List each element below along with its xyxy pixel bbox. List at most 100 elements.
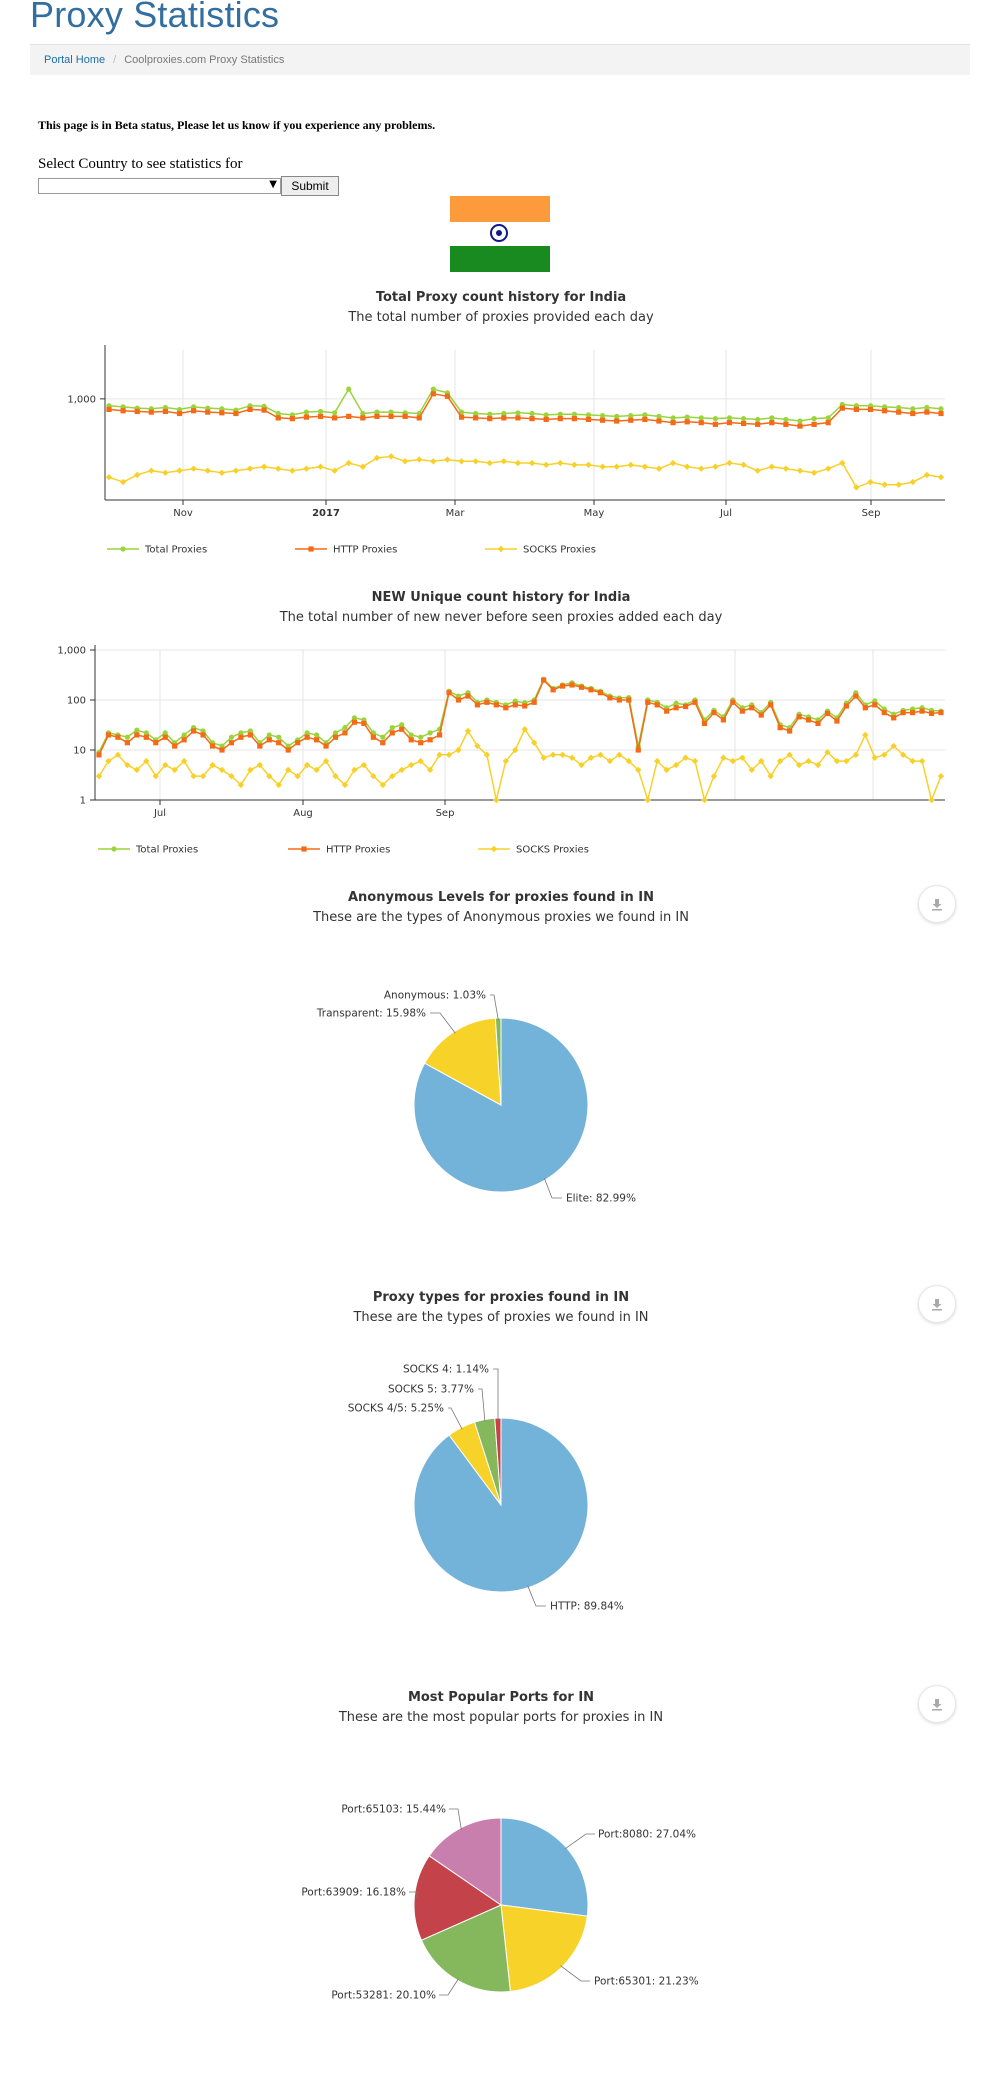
data-point <box>569 682 575 688</box>
data-point <box>458 414 465 420</box>
data-point <box>867 478 874 486</box>
connector-line <box>449 1808 462 1830</box>
data-point <box>503 705 509 711</box>
breadcrumb: Portal Home / Coolproxies.com Proxy Stat… <box>30 44 970 75</box>
data-point <box>692 699 698 705</box>
legend-item-total-proxies[interactable]: Total Proxies <box>107 545 207 556</box>
data-point <box>153 740 159 746</box>
pie-slice[interactable] <box>413 1855 503 1941</box>
download-icon <box>932 1699 942 1711</box>
data-point <box>720 717 727 723</box>
data-point <box>332 410 338 416</box>
data-point <box>824 749 831 756</box>
data-point <box>115 734 121 740</box>
data-point <box>317 463 324 470</box>
legend-symbol <box>301 846 307 852</box>
data-point <box>219 743 225 749</box>
pie-slice[interactable] <box>500 1904 588 1993</box>
download-icon <box>932 899 942 911</box>
data-point <box>219 406 225 412</box>
data-point <box>550 687 556 693</box>
country-select[interactable]: ▼ <box>38 178 281 194</box>
connector-line <box>493 1368 499 1421</box>
pie-data-label: Port:65103: 15.44% <box>341 1804 446 1816</box>
data-point <box>614 418 620 424</box>
data-point <box>571 411 577 417</box>
data-point <box>711 709 717 716</box>
data-point <box>578 761 585 769</box>
data-point <box>181 732 187 738</box>
data-point <box>427 737 433 743</box>
data-point <box>172 743 178 749</box>
india-flag-image <box>450 196 550 272</box>
data-point <box>238 734 244 740</box>
data-point <box>669 459 677 467</box>
data-point <box>599 463 606 470</box>
data-point <box>436 732 443 738</box>
data-point <box>162 469 169 476</box>
data-point <box>143 730 149 736</box>
x-tick-label: Nov <box>173 508 193 519</box>
data-point <box>673 705 679 711</box>
data-point <box>656 413 662 419</box>
chart4-export-button[interactable] <box>918 1285 956 1323</box>
data-point <box>683 463 691 470</box>
data-point <box>872 698 878 704</box>
data-point <box>209 743 216 749</box>
data-point <box>769 420 775 426</box>
data-point <box>881 709 887 716</box>
data-point <box>684 414 690 420</box>
data-point <box>124 734 130 740</box>
data-point <box>133 766 141 774</box>
data-point <box>190 465 197 472</box>
chart5-export-button[interactable] <box>918 1685 956 1723</box>
pie-slice[interactable] <box>500 1817 589 1917</box>
legend-item-socks-proxies[interactable]: SOCKS Proxies <box>478 845 589 856</box>
data-point <box>698 415 704 421</box>
data-point <box>342 725 348 731</box>
submit-button[interactable]: Submit <box>281 176 339 196</box>
breadcrumb-home-link[interactable]: Portal Home <box>44 54 106 66</box>
data-point <box>787 728 793 734</box>
data-point <box>795 761 803 769</box>
data-point <box>748 766 755 774</box>
data-point <box>105 474 113 481</box>
data-point <box>607 695 613 701</box>
legend-label: HTTP Proxies <box>326 845 390 856</box>
series-socks-proxies <box>95 726 945 804</box>
data-point <box>614 413 620 419</box>
y-tick-label: 10 <box>73 746 86 757</box>
legend-symbol <box>497 545 505 553</box>
y-tick-label: 1,000 <box>57 646 86 657</box>
data-point <box>529 410 535 417</box>
data-point <box>303 409 310 415</box>
data-point <box>543 412 549 418</box>
legend-item-total-proxies[interactable]: Total Proxies <box>98 845 198 856</box>
legend-item-http-proxies[interactable]: HTTP Proxies <box>295 545 397 556</box>
connector-line <box>543 1177 562 1199</box>
data-point <box>682 703 689 710</box>
data-point <box>260 463 268 470</box>
data-point <box>740 416 747 422</box>
data-point <box>276 740 282 746</box>
data-point <box>124 761 131 769</box>
legend-item-socks-proxies[interactable]: SOCKS Proxies <box>485 545 596 556</box>
data-point <box>730 699 736 705</box>
data-point <box>712 421 718 427</box>
data-point <box>663 766 670 774</box>
pie-data-label: Port:53281: 20.10% <box>331 1990 436 2002</box>
pie-slice[interactable] <box>428 1817 502 1906</box>
data-point <box>825 420 831 426</box>
data-point <box>493 796 500 804</box>
legend-item-http-proxies[interactable]: HTTP Proxies <box>288 845 390 856</box>
chart3-export-button[interactable] <box>918 885 956 923</box>
pie-data-label: SOCKS 5: 3.77% <box>388 1384 474 1396</box>
data-point <box>266 732 272 738</box>
data-point <box>455 697 462 703</box>
data-point <box>370 734 376 740</box>
data-point <box>701 796 708 804</box>
legend-symbol <box>490 845 498 853</box>
data-point <box>673 700 679 706</box>
data-point <box>616 697 622 703</box>
data-point <box>571 416 577 422</box>
